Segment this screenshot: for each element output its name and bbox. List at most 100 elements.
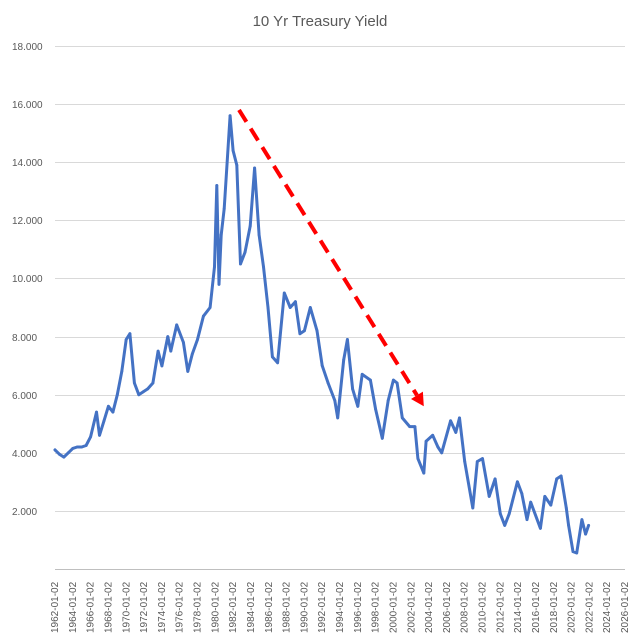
y-tick-label: 18.000 <box>12 42 43 53</box>
yield-data-point <box>217 282 221 286</box>
yield-data-point <box>431 433 435 437</box>
y-tick-label: 10.000 <box>12 274 43 285</box>
x-tick-label: 1966-01-02 <box>86 581 97 633</box>
y-tick-label: 4.000 <box>12 449 37 460</box>
x-tick-label: 1986-01-02 <box>264 581 275 633</box>
yield-data-point <box>235 163 239 167</box>
yield-data-point <box>308 306 312 309</box>
x-tick-label: 1980-01-02 <box>210 581 221 633</box>
yield-data-point <box>102 419 106 423</box>
yield-data-point <box>454 431 458 434</box>
yield-data-point <box>128 332 132 336</box>
yield-data-point <box>374 407 377 411</box>
yield-data-point <box>160 364 164 368</box>
y-axis-tick-labels: 2.000 4.000 6.000 8.000 10.000 12.000 14.000 16… <box>12 42 43 518</box>
yield-data-point <box>549 503 553 507</box>
yield-data-point <box>156 349 160 353</box>
trend-arrow-head <box>411 391 424 407</box>
yield-data-point <box>141 390 145 394</box>
yield-data-point <box>75 445 79 449</box>
yield-data-point <box>222 207 226 211</box>
x-tick-label: 1988-01-02 <box>282 581 293 633</box>
yield-data-point <box>208 306 212 309</box>
yield-data-point <box>62 455 66 459</box>
yield-data-point <box>422 471 426 475</box>
yield-data-point <box>458 416 461 420</box>
yield-data-point <box>564 506 568 510</box>
yield-data-point <box>507 512 511 516</box>
yield-data-point <box>400 416 404 420</box>
yield-data-point <box>80 445 84 449</box>
yield-data-point <box>239 262 242 266</box>
yield-data-point <box>487 495 491 498</box>
y-tick-label: 2.000 <box>12 507 37 518</box>
yield-data-point <box>360 372 364 376</box>
yield-data-point <box>516 480 519 484</box>
yield-data-point <box>219 233 223 237</box>
x-tick-label: 1992-01-02 <box>317 581 328 633</box>
x-tick-label: 2008-01-02 <box>460 581 471 633</box>
yield-data-point <box>298 332 302 336</box>
yield-data-point <box>529 500 533 504</box>
yield-data-point <box>98 433 101 437</box>
yield-data-point <box>567 524 570 527</box>
yield-data-point <box>503 524 507 527</box>
yield-data-point <box>315 329 319 333</box>
x-tick-label: 1964-01-02 <box>68 581 79 633</box>
yield-data-point <box>58 452 61 456</box>
x-tick-label: 2022-01-02 <box>584 581 595 633</box>
x-tick-label: 1994-01-02 <box>335 581 346 633</box>
yield-data-point <box>369 378 372 382</box>
yield-data-point <box>584 532 587 536</box>
yield-data-point <box>356 404 360 408</box>
yield-data-point <box>243 250 247 254</box>
x-tick-label: 2014-01-02 <box>513 581 524 633</box>
yield-data-point <box>303 329 306 333</box>
yield-data-point <box>166 335 170 338</box>
y-tick-label: 8.000 <box>12 333 37 344</box>
yield-data-point <box>151 381 155 385</box>
yield-data-point <box>182 341 185 344</box>
yield-data-point <box>111 410 115 414</box>
yield-data-point <box>449 419 452 423</box>
yield-data-point <box>342 358 346 362</box>
yield-data-point <box>133 381 136 385</box>
yield-data-point <box>53 448 57 452</box>
x-tick-label: 2016-01-02 <box>531 581 542 633</box>
y-tick-label: 16.000 <box>12 100 43 111</box>
yield-data-point <box>525 518 529 521</box>
yield-data-point <box>392 378 395 382</box>
x-tick-label: 1962-01-02 <box>50 581 61 633</box>
yield-data-point <box>386 399 390 402</box>
yield-data-point <box>416 457 420 460</box>
yield-data-point <box>107 404 110 408</box>
yield-data-point <box>66 451 70 455</box>
yield-data-point <box>169 349 173 353</box>
yield-data-point <box>413 425 417 428</box>
x-tick-label: 2002-01-02 <box>406 581 417 633</box>
yield-data-point <box>440 451 444 455</box>
yield-data-point <box>424 439 428 443</box>
yield-data-point <box>320 364 324 367</box>
yield-data-point <box>463 460 467 463</box>
yield-series-line <box>53 114 591 555</box>
x-tick-label: 2010-01-02 <box>478 581 489 633</box>
x-tick-label: 1970-01-02 <box>121 581 132 633</box>
yield-data-point <box>262 265 265 269</box>
x-tick-label: 2026-01-02 <box>620 581 631 633</box>
trend-arrow <box>237 108 424 407</box>
yield-data-point <box>137 393 141 397</box>
yield-data-point <box>202 314 205 318</box>
x-tick-label: 2006-01-02 <box>442 581 453 633</box>
yield-data-point <box>559 474 563 478</box>
x-tick-label: 1990-01-02 <box>299 581 310 633</box>
x-axis-tick-labels: 1962-01-02 1964-01-02 1966-01-02 1968-01-02… <box>50 581 631 633</box>
x-tick-label: 2004-01-02 <box>424 581 435 633</box>
yield-data-point <box>228 114 232 118</box>
x-tick-label: 2012-01-02 <box>495 581 506 633</box>
x-tick-label: 1996-01-02 <box>353 581 364 633</box>
x-tick-label: 1982-01-02 <box>228 581 239 633</box>
series-layer <box>53 114 591 555</box>
yield-data-point <box>282 291 286 295</box>
